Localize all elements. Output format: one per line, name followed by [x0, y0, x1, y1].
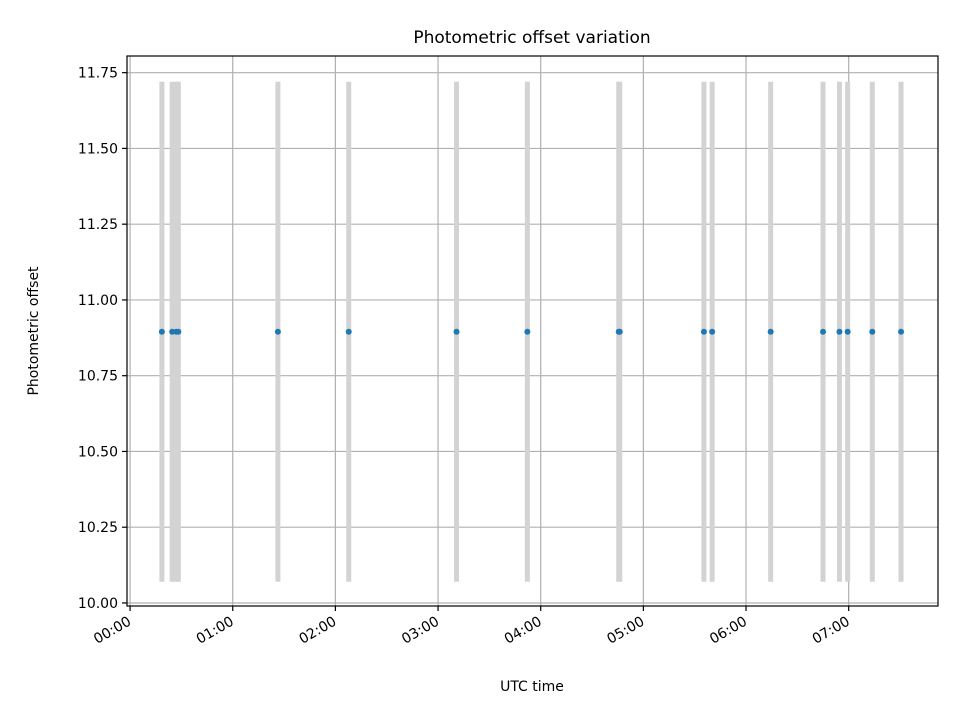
y-tick-label: 10.50 — [78, 444, 118, 460]
data-point — [820, 328, 827, 335]
data-point — [169, 328, 176, 335]
grid — [127, 56, 938, 606]
x-axis-label: UTC time — [500, 679, 564, 695]
y-axis-label: Photometric offset — [26, 266, 42, 396]
y-axis-ticks: 10.00 10.25 10.50 10.75 11.00 11.25 11.50 11.75 — [78, 66, 127, 612]
data-point — [158, 328, 165, 335]
plot-frame — [126, 55, 939, 607]
y-tick-label: 11.50 — [78, 141, 118, 157]
y-tick-label: 10.00 — [78, 596, 118, 612]
y-tick-label: 10.25 — [78, 520, 118, 536]
y-tick-label: 10.75 — [78, 369, 118, 385]
data-point — [898, 328, 905, 335]
data-point — [524, 328, 531, 335]
data-points — [158, 328, 905, 335]
data-point — [869, 328, 876, 335]
y-tick-label: 11.75 — [78, 66, 118, 82]
data-point — [844, 328, 851, 335]
chart-title: Photometric offset variation — [413, 28, 650, 48]
data-point — [767, 328, 774, 335]
data-point — [175, 328, 182, 335]
data-point — [836, 328, 843, 335]
data-point — [453, 328, 460, 335]
data-point — [274, 328, 281, 335]
data-point — [700, 328, 707, 335]
data-point — [345, 328, 352, 335]
data-point — [616, 328, 623, 335]
y-tick-label: 11.25 — [78, 217, 118, 233]
data-point — [709, 328, 716, 335]
y-tick-label: 11.00 — [78, 293, 118, 309]
